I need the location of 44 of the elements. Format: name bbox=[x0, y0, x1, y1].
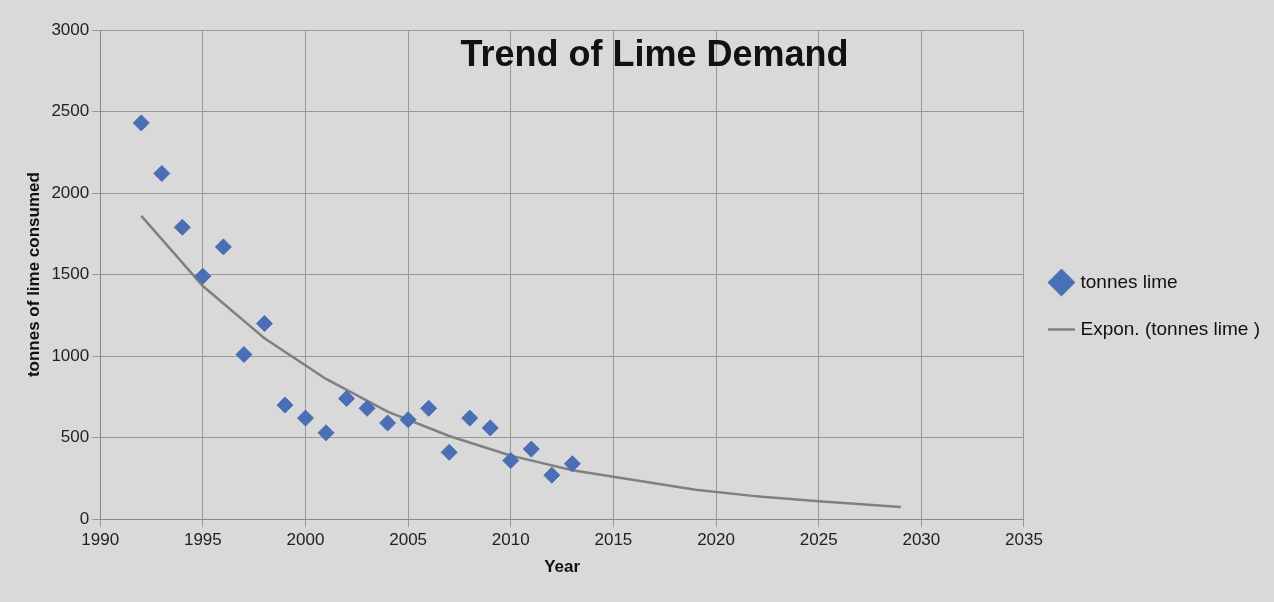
point bbox=[194, 267, 212, 285]
point bbox=[235, 346, 253, 363]
point bbox=[379, 414, 397, 432]
point bbox=[132, 114, 150, 132]
point bbox=[317, 424, 335, 442]
legend-label: tonnes lime bbox=[1080, 270, 1178, 292]
point bbox=[481, 419, 499, 437]
y-tick-label: 2500 bbox=[51, 101, 90, 121]
chart-title: Trend of Lime Demand bbox=[460, 32, 849, 74]
y-tick-label: 3000 bbox=[51, 19, 90, 39]
y-tick-label: 0 bbox=[79, 508, 90, 528]
point bbox=[563, 455, 581, 473]
point bbox=[543, 466, 561, 484]
x-tick-label: 2000 bbox=[286, 530, 325, 550]
point bbox=[502, 452, 520, 469]
point bbox=[420, 399, 438, 417]
point bbox=[297, 409, 314, 427]
point bbox=[173, 218, 191, 236]
x-tick-label: 2005 bbox=[389, 530, 428, 550]
point bbox=[214, 238, 232, 256]
y-axis-title: tonnes of lime consumed bbox=[23, 172, 43, 378]
x-tick-label: 2030 bbox=[902, 530, 941, 550]
x-tick-label: 2010 bbox=[491, 530, 530, 550]
y-tick-label: 1000 bbox=[51, 345, 90, 365]
x-axis-title: Year bbox=[544, 557, 581, 577]
point bbox=[399, 411, 417, 429]
point bbox=[153, 165, 171, 182]
x-tick-label: 2035 bbox=[1005, 530, 1043, 550]
y-tick-label: 2000 bbox=[51, 182, 90, 202]
y-tick-label: 500 bbox=[60, 427, 90, 447]
point bbox=[358, 399, 376, 417]
y-tick-label: 1500 bbox=[51, 264, 90, 284]
x-tick-label: 1995 bbox=[183, 530, 222, 550]
point bbox=[338, 390, 356, 408]
point bbox=[461, 409, 479, 427]
x-tick-label: 1990 bbox=[81, 530, 120, 550]
point bbox=[440, 443, 458, 461]
legend-label: Expon. (tonnes lime ) bbox=[1080, 317, 1261, 339]
point bbox=[255, 315, 273, 333]
point bbox=[522, 440, 540, 458]
x-tick-label: 2020 bbox=[697, 530, 735, 550]
x-tick-label: 2015 bbox=[594, 530, 633, 550]
x-tick-label: 2025 bbox=[799, 530, 838, 550]
point bbox=[276, 396, 294, 414]
